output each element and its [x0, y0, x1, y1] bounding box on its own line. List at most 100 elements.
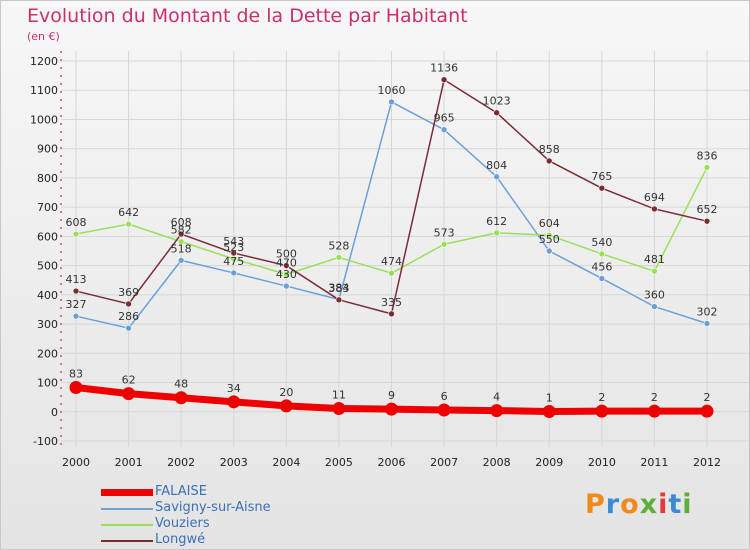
data-point [598, 184, 606, 192]
y-tick-label: 300 [37, 318, 58, 331]
data-point [651, 205, 658, 213]
data-point [700, 404, 714, 418]
data-point [72, 287, 80, 295]
data-label: 518 [171, 242, 192, 255]
data-point [598, 275, 606, 282]
y-tick-label: 600 [37, 230, 58, 243]
data-label: 302 [697, 305, 718, 318]
data-label: 470 [276, 256, 297, 269]
data-point [283, 282, 290, 290]
data-label: 612 [486, 215, 507, 228]
data-label: 6 [441, 390, 448, 403]
data-label: 523 [223, 241, 244, 254]
y-tick-label: 1000 [30, 113, 58, 126]
data-label: 335 [381, 296, 402, 309]
logo-letter: i [682, 489, 693, 520]
x-tick-label: 2010 [588, 456, 616, 469]
chart-title: Evolution du Montant de la Dette par Hab… [27, 5, 468, 27]
data-point [279, 399, 293, 413]
data-point [125, 220, 132, 228]
logo-letter: P [585, 489, 606, 520]
data-point [72, 230, 80, 238]
data-point [69, 381, 83, 395]
logo-letter: t [668, 489, 683, 520]
data-label: 528 [328, 239, 349, 252]
data-label: 2 [651, 391, 658, 404]
data-point [283, 262, 290, 269]
data-label: 481 [644, 253, 665, 266]
x-tick-label: 2007 [430, 456, 458, 469]
data-label: 652 [697, 203, 718, 216]
x-tick-label: 2002 [167, 456, 195, 469]
data-point [388, 98, 395, 106]
data-point [545, 231, 553, 239]
data-label: 62 [122, 374, 136, 387]
data-point [545, 247, 553, 255]
data-label: 608 [171, 216, 192, 229]
data-label: 694 [644, 191, 665, 204]
data-label: 327 [66, 298, 87, 311]
data-label: 500 [276, 248, 297, 261]
data-label: 608 [66, 216, 87, 229]
x-tick-label: 2001 [115, 456, 143, 469]
y-tick-label: 200 [37, 347, 58, 360]
data-label: 550 [539, 233, 560, 246]
x-tick-label: 2012 [693, 456, 721, 469]
data-point [493, 173, 500, 181]
x-tick-label: 2004 [272, 456, 300, 469]
data-point [332, 402, 346, 416]
data-point [388, 310, 395, 318]
data-label: 475 [223, 255, 244, 268]
data-label: 543 [223, 235, 244, 248]
data-label: 384 [328, 282, 349, 295]
data-point [122, 387, 136, 401]
data-label: 836 [697, 149, 718, 162]
data-point [651, 303, 658, 310]
data-label: 34 [227, 382, 241, 395]
x-tick-label: 2006 [378, 456, 406, 469]
y-tick-label: 400 [37, 289, 58, 302]
legend-swatch [101, 524, 153, 526]
data-label: 413 [66, 273, 87, 286]
data-point [703, 217, 711, 225]
data-label: 582 [171, 224, 192, 237]
data-point [335, 254, 343, 261]
data-point [388, 269, 395, 277]
y-tick-label: 500 [37, 260, 58, 273]
y-tick-label: 800 [37, 172, 58, 185]
y-tick-label: 1100 [30, 84, 58, 97]
data-label: 2 [704, 391, 711, 404]
data-point [230, 249, 238, 257]
data-point [490, 404, 504, 418]
data-label: 1136 [430, 62, 458, 75]
data-label: 4 [493, 391, 500, 404]
data-label: 48 [174, 378, 188, 391]
chart-subtitle: (en €) [27, 30, 60, 43]
legend-swatch [101, 508, 153, 510]
y-tick-label: 100 [37, 377, 58, 390]
y-tick-label: -100 [33, 435, 58, 448]
data-point [703, 164, 711, 171]
data-label: 604 [539, 217, 560, 230]
data-point [440, 240, 448, 248]
data-label: 642 [118, 206, 139, 219]
data-point [177, 257, 185, 264]
x-tick-label: 2008 [483, 456, 511, 469]
data-label: 540 [591, 236, 612, 249]
logo-letter: o [620, 489, 640, 520]
data-point [230, 269, 238, 277]
proxiti-logo: Proxiti [585, 489, 693, 520]
legend-label: FALAISE [155, 484, 207, 499]
data-label: 965 [434, 112, 455, 125]
data-label: 765 [591, 170, 612, 183]
data-label: 286 [118, 310, 139, 323]
data-label: 11 [332, 389, 346, 402]
data-point [72, 312, 80, 320]
legend-swatch [101, 489, 153, 496]
data-label: 1060 [378, 84, 406, 97]
data-label: 83 [69, 368, 83, 381]
data-label: 1 [546, 391, 553, 404]
data-point [598, 250, 606, 258]
data-label: 858 [539, 143, 560, 156]
